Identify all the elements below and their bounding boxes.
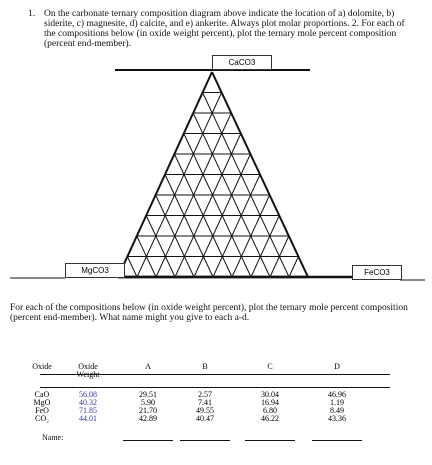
table-cell: D bbox=[334, 362, 340, 371]
grid-line bbox=[164, 174, 214, 278]
grid-line bbox=[212, 174, 261, 278]
rule bbox=[312, 440, 362, 441]
table-cell: B bbox=[202, 362, 208, 371]
grid-line bbox=[288, 256, 299, 278]
instruction: For each of the compositions below (in o… bbox=[10, 303, 408, 323]
table-cell: 40.32 bbox=[79, 398, 97, 407]
grid-line bbox=[183, 133, 252, 278]
grid-line bbox=[174, 133, 242, 278]
grid-line bbox=[192, 112, 271, 278]
footer: Name: bbox=[42, 433, 64, 442]
grid-line bbox=[136, 92, 223, 278]
question-text: On the carbonate ternary composition dia… bbox=[44, 9, 405, 49]
grid-line bbox=[202, 92, 290, 278]
table-cell: CO₂ bbox=[35, 414, 49, 423]
grid-line bbox=[155, 194, 195, 278]
table-cell: 71.85 bbox=[79, 406, 97, 415]
table-cell: 43.36 bbox=[328, 414, 346, 423]
table-cell: FeO bbox=[35, 406, 49, 415]
rule bbox=[40, 374, 390, 375]
table-cell: MgO bbox=[33, 398, 51, 407]
table-cell: Oxide Weight bbox=[76, 362, 100, 379]
table-cell: 1.19 bbox=[330, 398, 344, 407]
table-cell: 29.51 bbox=[139, 390, 157, 399]
table-cell: C bbox=[267, 362, 273, 371]
table-cell: 40.47 bbox=[196, 414, 214, 423]
table-cell: 46.22 bbox=[261, 414, 279, 423]
question-number: 1. bbox=[28, 9, 36, 19]
grid-line bbox=[250, 215, 280, 278]
rule bbox=[245, 440, 295, 441]
table-cell: CaO bbox=[34, 390, 50, 399]
grid-line bbox=[145, 215, 176, 278]
table-cell: 49.55 bbox=[196, 406, 214, 415]
table-cell: 44.01 bbox=[79, 414, 97, 423]
grid-line bbox=[173, 153, 233, 278]
table-cell: 56.08 bbox=[79, 390, 97, 399]
label-right: FeCO3 bbox=[352, 265, 402, 280]
label-top: CaCO3 bbox=[212, 55, 272, 70]
rule bbox=[180, 440, 230, 441]
table-cell: 42.89 bbox=[139, 414, 157, 423]
table-cell: A bbox=[145, 362, 151, 371]
rule bbox=[123, 440, 173, 441]
table-cell: 2.57 bbox=[198, 390, 212, 399]
grid-line bbox=[136, 235, 157, 278]
table-cell: 30.04 bbox=[261, 390, 279, 399]
label-left: MgCO3 bbox=[65, 263, 125, 278]
table-cell: 7.41 bbox=[198, 398, 212, 407]
table-cell: 21.70 bbox=[139, 406, 157, 415]
table-cell: 16.94 bbox=[261, 398, 279, 407]
table-cell: 5.90 bbox=[141, 398, 155, 407]
grid-line bbox=[211, 71, 309, 278]
grid-line bbox=[126, 256, 138, 278]
table-cell: 8.49 bbox=[330, 406, 344, 415]
table-cell: 6.80 bbox=[263, 406, 277, 415]
rule bbox=[40, 387, 390, 388]
table-cell: 46.96 bbox=[328, 390, 346, 399]
table-cell: Oxide bbox=[32, 362, 52, 371]
